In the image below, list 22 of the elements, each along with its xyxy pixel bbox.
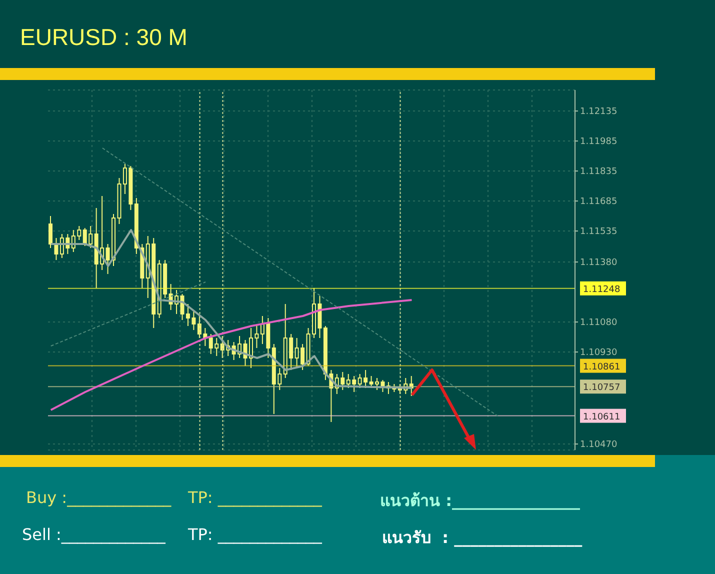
text: Sell :_____________ xyxy=(22,525,166,544)
ref-line-label: 1.10757 xyxy=(583,383,620,394)
y-tick-label: 1.10470 xyxy=(580,440,618,450)
y-tick-label: 1.12135 xyxy=(580,107,618,118)
y-tick-label: 1.10930 xyxy=(580,348,618,358)
y-tick-label: 1.11535 xyxy=(580,227,618,238)
y-tick-label: 1.11835 xyxy=(580,167,618,178)
y-tick-label: 1.11685 xyxy=(580,197,618,208)
ref-line-label: 1.10861 xyxy=(583,362,620,372)
y-tick-label: 1.11985 xyxy=(580,137,618,148)
text: TP: _____________ xyxy=(188,525,322,544)
text: แนวต้าน :________________ xyxy=(380,490,580,512)
ref-line-label: 1.11248 xyxy=(583,284,620,295)
text: TP: _____________ xyxy=(188,488,322,507)
y-tick-label: 1.11380 xyxy=(580,258,618,268)
y-tick-label: 1.11080 xyxy=(580,318,618,328)
ref-line-label: 1.10611 xyxy=(583,412,620,422)
chart-title: EURUSD : 30 M xyxy=(20,24,188,51)
line-series xyxy=(50,299,413,411)
text: แนวรับ : ________________ xyxy=(382,527,582,549)
candlestick xyxy=(48,216,52,248)
text: Buy :_____________ xyxy=(26,488,172,507)
